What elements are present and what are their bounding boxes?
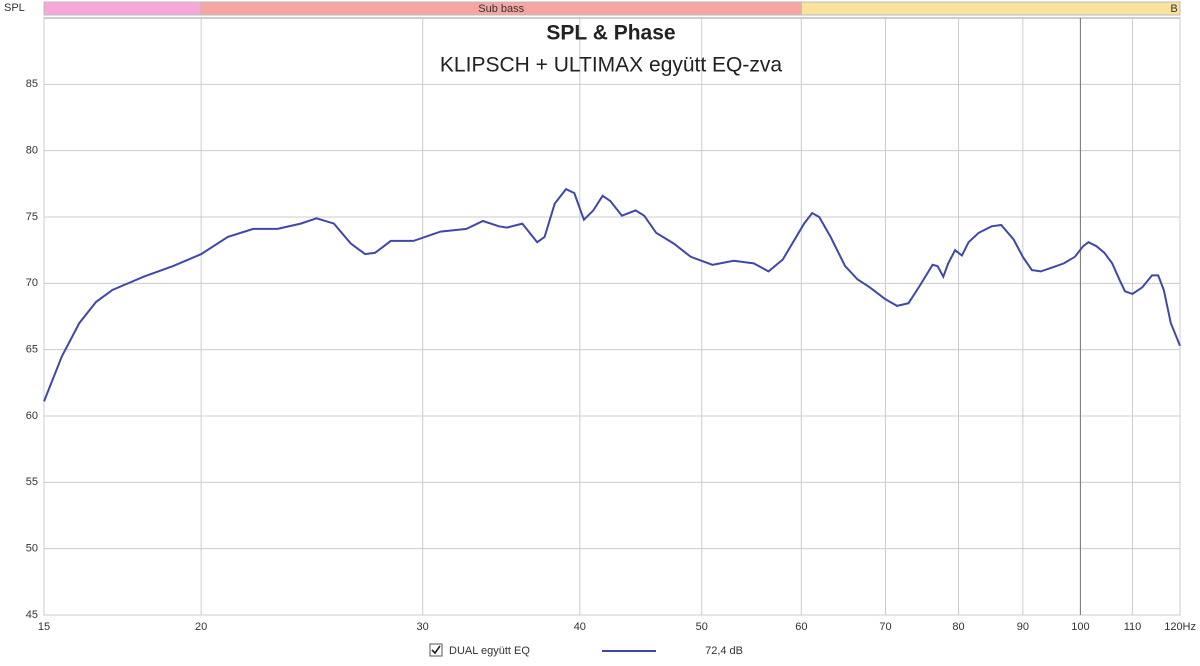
x-tick-label: 40 [574, 621, 586, 633]
y-tick-label: 45 [26, 609, 38, 621]
band [800, 1, 1181, 16]
y-tick-label: 60 [26, 410, 38, 422]
y-tick-label: 55 [26, 476, 38, 488]
y-axis-label: SPL [4, 2, 25, 14]
chart-subtitle: KLIPSCH + ULTIMAX együtt EQ-zva [440, 54, 782, 77]
x-tick-label: 60 [795, 621, 807, 633]
legend-value: 72,4 dB [705, 645, 743, 657]
band-label: B [1170, 3, 1177, 15]
chart-title: SPL & Phase [546, 22, 675, 45]
band [43, 1, 202, 16]
x-tick-label: 120Hz [1164, 621, 1196, 633]
plot-area [43, 17, 1181, 616]
y-tick-label: 70 [26, 277, 38, 289]
x-tick-label: 70 [879, 621, 891, 633]
y-tick-label: 80 [26, 145, 38, 157]
x-tick-label: 80 [952, 621, 964, 633]
x-tick-label: 100 [1071, 621, 1089, 633]
x-tick-label: 50 [696, 621, 708, 633]
check-mark [431, 645, 441, 655]
x-tick-label: 90 [1017, 621, 1029, 633]
y-tick-label: 50 [26, 543, 38, 555]
y-tick-label: 65 [26, 344, 38, 356]
series-line [43, 187, 1181, 402]
x-tick-label: 15 [38, 621, 50, 633]
legend-checkbox[interactable] [429, 643, 443, 657]
x-tick-label: 20 [195, 621, 207, 633]
band-label: Sub bass [478, 3, 524, 15]
legend-label: DUAL együtt EQ [449, 645, 530, 657]
y-tick-label: 75 [26, 211, 38, 223]
x-tick-label: 30 [417, 621, 429, 633]
x-tick-label: 110 [1124, 621, 1142, 633]
y-tick-label: 85 [26, 78, 38, 90]
